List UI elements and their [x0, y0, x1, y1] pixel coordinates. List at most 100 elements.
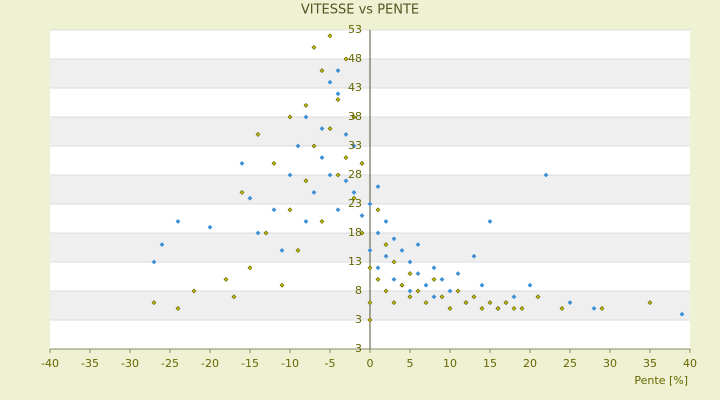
- scatter-point: [303, 218, 309, 224]
- x-tick-label: 25: [563, 357, 577, 370]
- x-tick-label: -20: [201, 357, 219, 370]
- x-tick-label: 0: [367, 357, 374, 370]
- scatter-point: [359, 213, 365, 219]
- scatter-point: [375, 207, 381, 213]
- scatter-point: [319, 68, 325, 74]
- scatter-point: [407, 271, 413, 277]
- y-tick-label: 8: [355, 284, 362, 297]
- scatter-point: [535, 294, 541, 300]
- scatter-point: [287, 172, 293, 178]
- scatter-point: [319, 218, 325, 224]
- y-tick-label: 3: [355, 342, 362, 355]
- scatter-point: [207, 224, 213, 230]
- scatter-point: [335, 172, 341, 178]
- scatter-point: [495, 305, 501, 311]
- scatter-point: [271, 160, 277, 166]
- y-tick-label: 18: [348, 226, 362, 239]
- scatter-point: [255, 230, 261, 236]
- y-tick-label: 43: [348, 81, 362, 94]
- scatter-point: [487, 300, 493, 306]
- scatter-point: [487, 218, 493, 224]
- scatter-point: [455, 271, 461, 277]
- scatter-point: [391, 236, 397, 242]
- scatter-point: [375, 265, 381, 271]
- y-tick-label: 48: [348, 52, 362, 65]
- x-tick-label: -25: [161, 357, 179, 370]
- y-tick-label: 3: [355, 313, 362, 326]
- scatter-point: [351, 189, 357, 195]
- scatter-point: [175, 305, 181, 311]
- y-tick-label: 28: [348, 168, 362, 181]
- scatter-point: [447, 288, 453, 294]
- scatter-point: [479, 282, 485, 288]
- scatter-point: [335, 207, 341, 213]
- scatter-point: [455, 288, 461, 294]
- scatter-point: [431, 276, 437, 282]
- scatter-point: [343, 178, 349, 184]
- scatter-point: [527, 282, 533, 288]
- scatter-point: [367, 265, 373, 271]
- x-tick-label: 40: [683, 357, 697, 370]
- scatter-point: [383, 253, 389, 259]
- scatter-point: [191, 288, 197, 294]
- scatter-point: [231, 294, 237, 300]
- scatter-point: [327, 33, 333, 39]
- scatter-point: [391, 300, 397, 306]
- scatter-point: [351, 195, 357, 201]
- scatter-point: [311, 143, 317, 149]
- scatter-point: [431, 294, 437, 300]
- scatter-point: [247, 265, 253, 271]
- scatter-point: [151, 300, 157, 306]
- scatter-point: [647, 300, 653, 306]
- scatter-point: [295, 247, 301, 253]
- scatter-point: [567, 300, 573, 306]
- scatter-point: [383, 242, 389, 248]
- scatter-point: [303, 114, 309, 120]
- scatter-point: [599, 305, 605, 311]
- scatter-point: [367, 317, 373, 323]
- scatter-point: [239, 189, 245, 195]
- scatter-point: [471, 294, 477, 300]
- scatter-point: [311, 189, 317, 195]
- y-tick-label: 33: [348, 139, 362, 152]
- x-tick-label: -40: [41, 357, 59, 370]
- scatter-point: [319, 126, 325, 132]
- scatter-point: [399, 282, 405, 288]
- y-tick-label: 13: [348, 255, 362, 268]
- scatter-point: [407, 288, 413, 294]
- scatter-point: [279, 247, 285, 253]
- scatter-point: [559, 305, 565, 311]
- scatter-point: [367, 201, 373, 207]
- scatter-point: [679, 311, 685, 317]
- scatter-point: [415, 271, 421, 277]
- scatter-point: [351, 143, 357, 149]
- scatter-point: [407, 259, 413, 265]
- x-tick-label: 5: [407, 357, 414, 370]
- scatter-point: [335, 68, 341, 74]
- scatter-point: [439, 276, 445, 282]
- scatter-point: [375, 184, 381, 190]
- scatter-point: [367, 247, 373, 253]
- scatter-point: [415, 288, 421, 294]
- scatter-point: [335, 97, 341, 103]
- scatter-point: [439, 294, 445, 300]
- scatter-point: [335, 91, 341, 97]
- scatter-point: [255, 131, 261, 137]
- scatter-point: [503, 300, 509, 306]
- scatter-point: [327, 172, 333, 178]
- scatter-point: [407, 294, 413, 300]
- scatter-point: [463, 300, 469, 306]
- scatter-point: [511, 294, 517, 300]
- scatter-point: [383, 288, 389, 294]
- x-tick-label: -35: [81, 357, 99, 370]
- scatter-point: [415, 242, 421, 248]
- scatter-point: [271, 207, 277, 213]
- scatter-point: [287, 207, 293, 213]
- scatter-point: [423, 282, 429, 288]
- scatter-point: [511, 305, 517, 311]
- scatter-point: [311, 44, 317, 50]
- scatter-point: [343, 155, 349, 161]
- scatter-point: [247, 195, 253, 201]
- x-tick-label: -10: [281, 357, 299, 370]
